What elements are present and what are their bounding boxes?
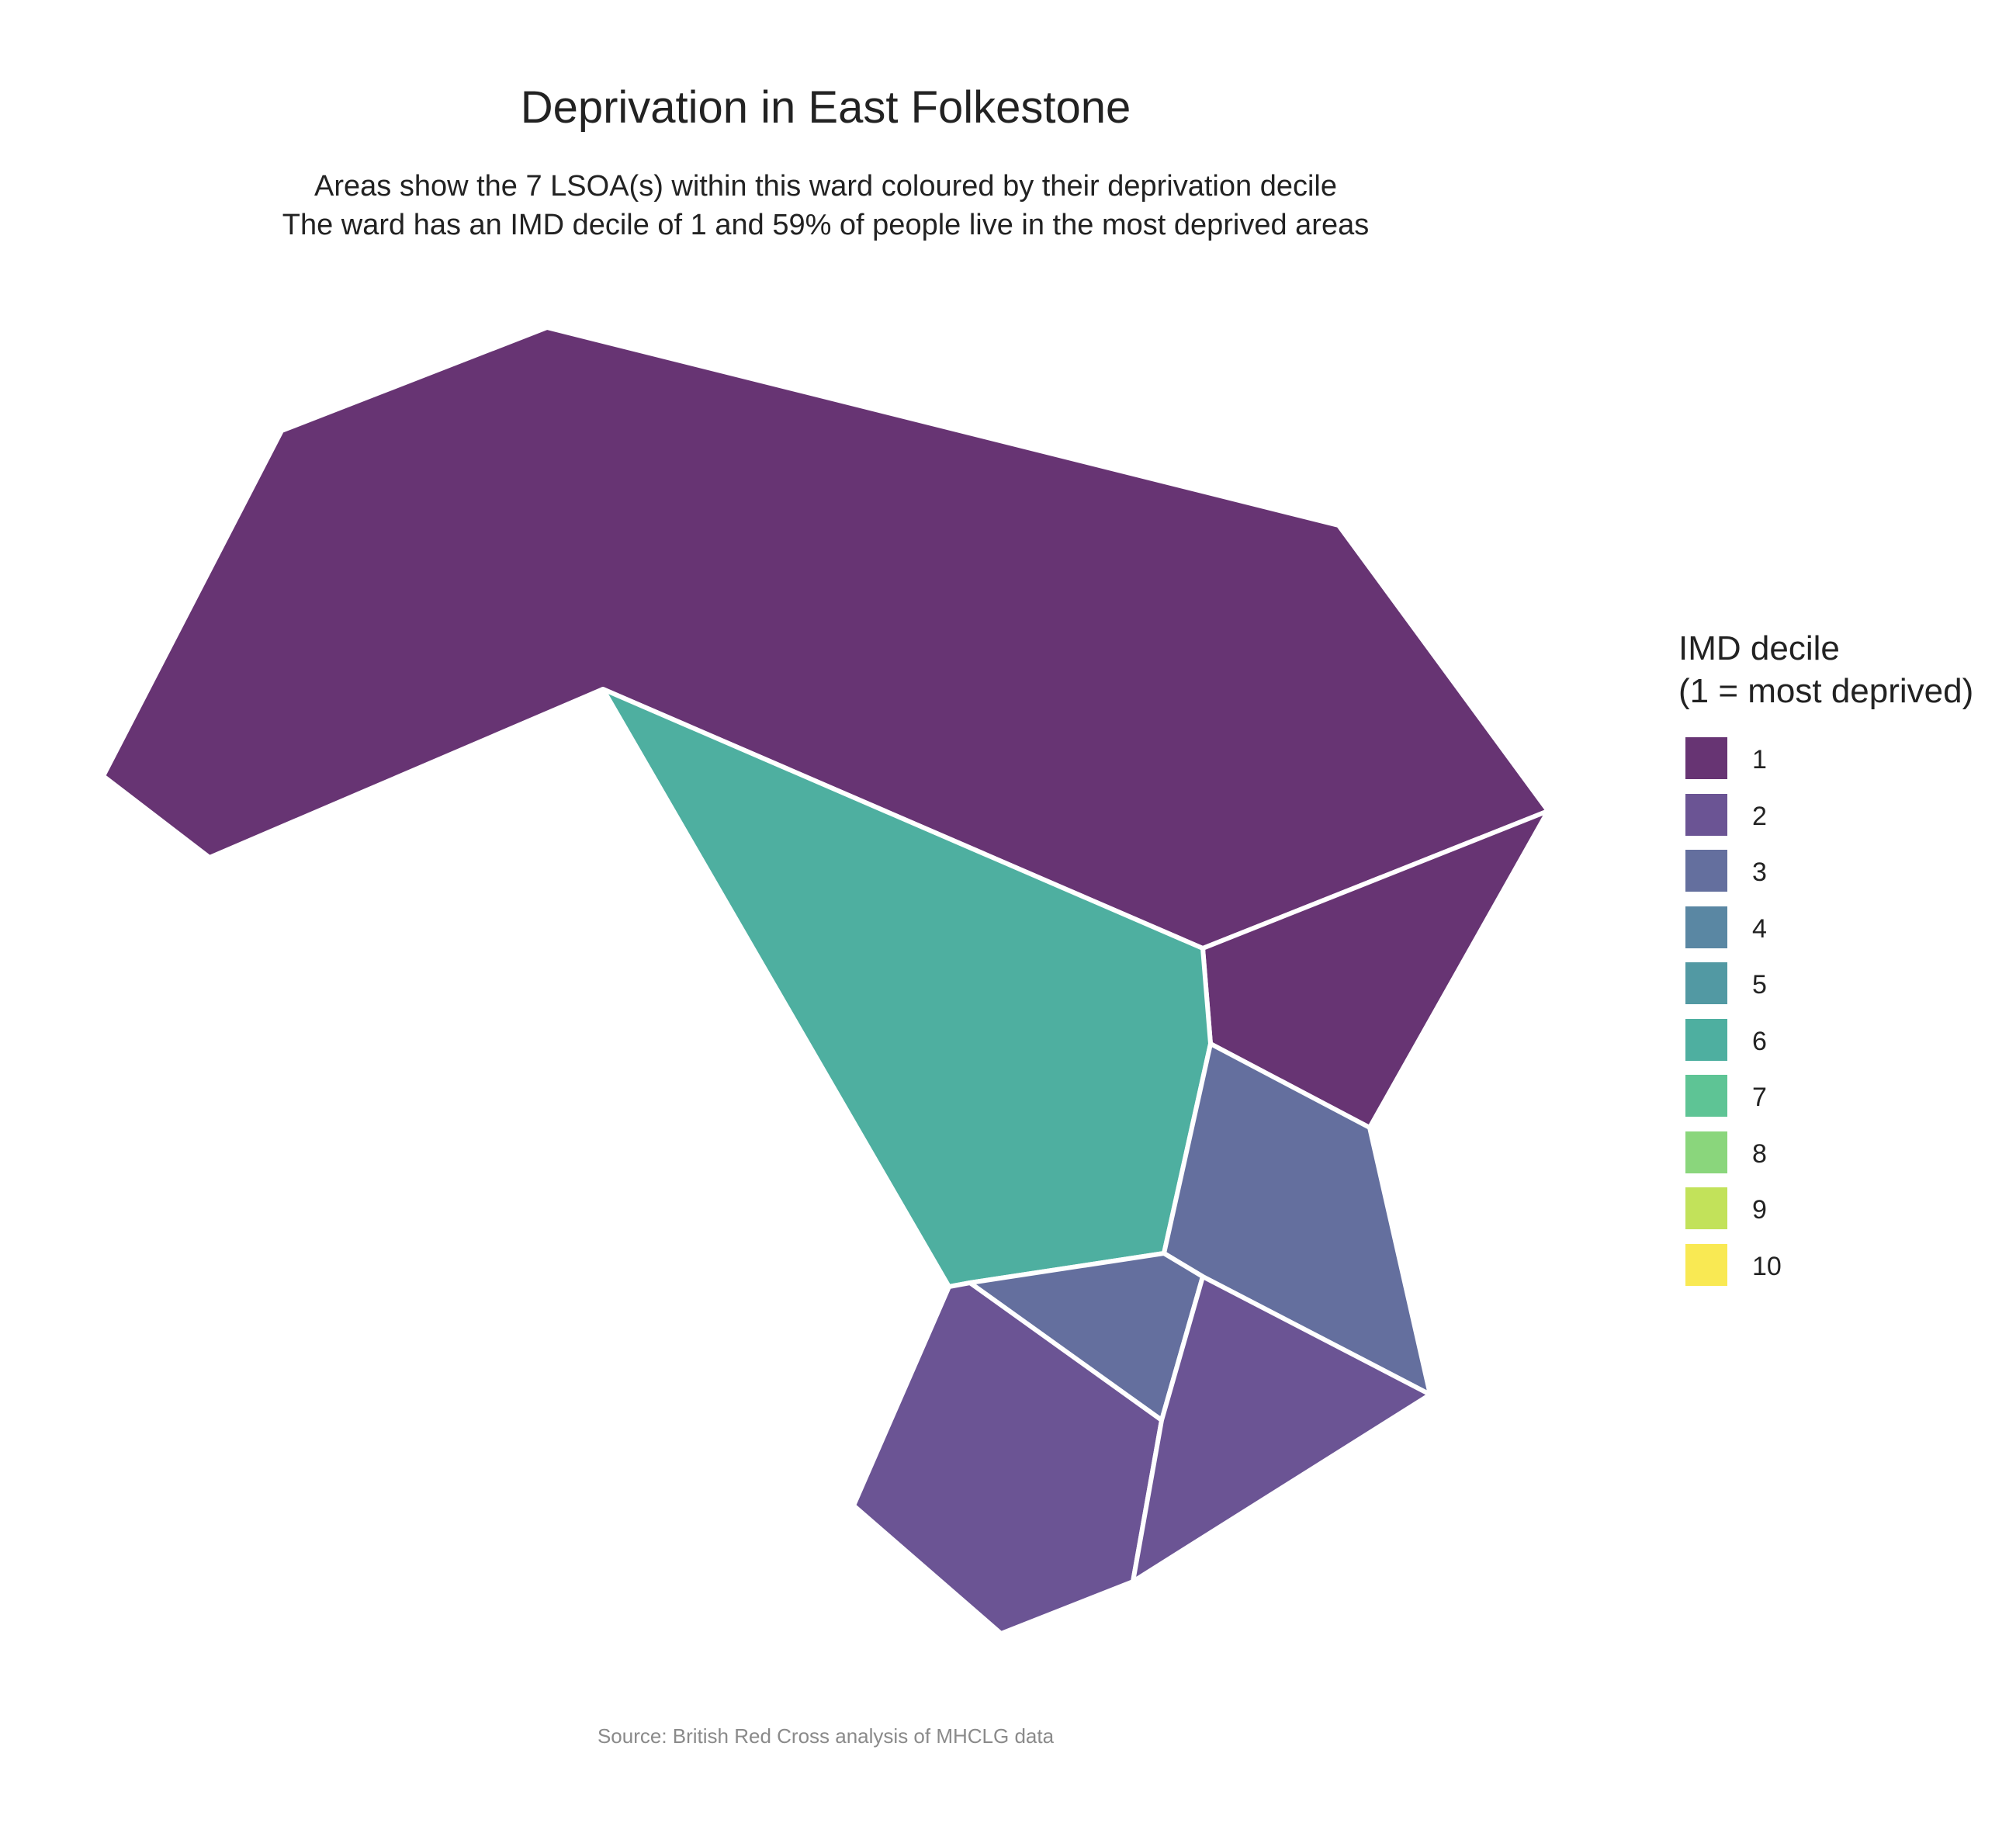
map-subtitle-line-1: Areas show the 7 LSOA(s) within this war… (314, 170, 1337, 203)
legend-swatch (1685, 906, 1727, 948)
legend-title-line-1: IMD decile (1678, 629, 1840, 667)
source-caption: Source: British Red Cross analysis of MH… (597, 1724, 1055, 1748)
legend-swatch (1685, 962, 1727, 1004)
legend-title: IMD decile (1 = most deprived) (1678, 627, 1973, 712)
legend-label: 9 (1752, 1195, 1767, 1225)
legend-label: 10 (1752, 1251, 1782, 1281)
legend-swatch (1685, 1075, 1727, 1117)
map-subtitle-line-2: The ward has an IMD decile of 1 and 59% … (282, 209, 1370, 241)
legend-swatch (1685, 737, 1727, 779)
legend-swatch (1685, 1131, 1727, 1173)
map-title: Deprivation in East Folkestone (520, 82, 1131, 133)
legend-label: 1 (1752, 745, 1767, 774)
legend-swatch (1685, 1243, 1727, 1286)
legend-label: 5 (1752, 970, 1767, 1000)
legend-label: 3 (1752, 858, 1767, 887)
legend-title-line-2: (1 = most deprived) (1678, 672, 1974, 710)
legend-swatch (1685, 850, 1727, 892)
legend-swatch (1685, 1187, 1727, 1229)
legend-swatch (1685, 793, 1727, 836)
legend-swatch (1685, 1018, 1727, 1061)
legend-label: 4 (1752, 913, 1767, 944)
legend-label: 8 (1752, 1138, 1767, 1169)
lsoa-7-area (1131, 1274, 1432, 1584)
legend-label: 2 (1752, 801, 1767, 831)
legend-label: 7 (1752, 1083, 1767, 1112)
legend-label: 6 (1752, 1026, 1767, 1056)
